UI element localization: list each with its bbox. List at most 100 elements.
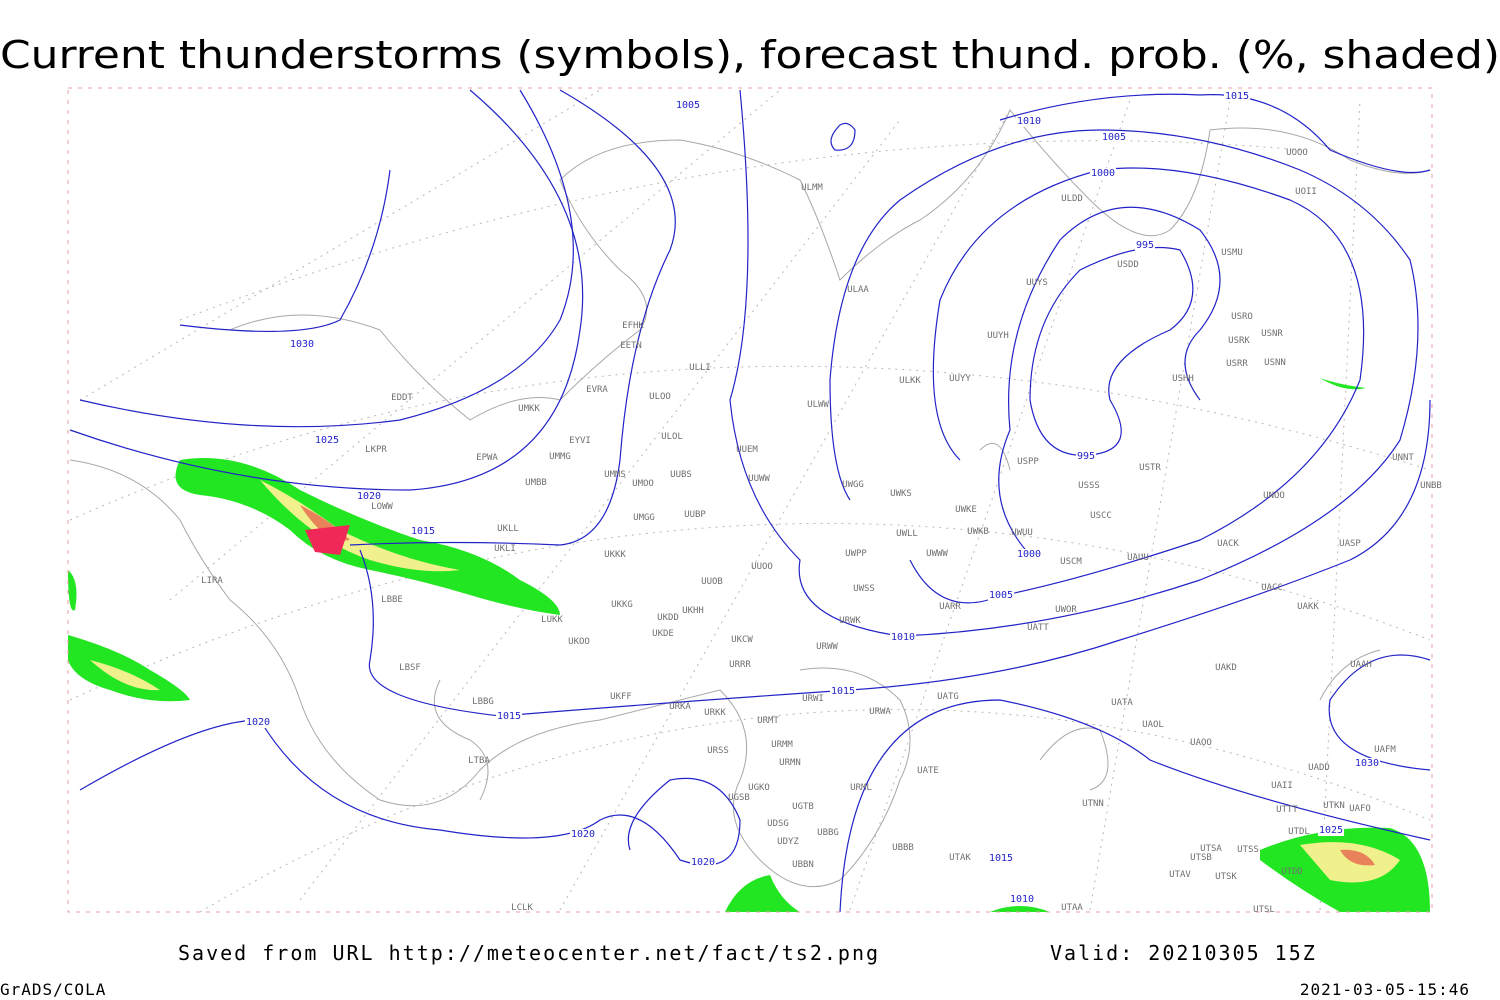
station-label: UTKN	[1323, 801, 1345, 811]
label-bg	[313, 435, 341, 446]
station-label: ULOO	[649, 392, 671, 402]
isobar	[909, 167, 1365, 604]
station-label: USTR	[1139, 463, 1161, 473]
station-label: URRR	[729, 660, 751, 670]
station-label: UUOO	[751, 562, 773, 572]
label-bg	[1015, 116, 1043, 127]
station-label: EDDT	[391, 393, 413, 403]
station-label: UOOO	[1286, 148, 1308, 158]
station-label: UKFF	[610, 692, 632, 702]
station-label: LKPR	[365, 445, 387, 455]
label-bg	[889, 632, 917, 643]
station-label: ULAA	[847, 285, 869, 295]
label-bg	[495, 711, 523, 722]
station-label: ULDD	[1061, 194, 1083, 204]
isobar	[359, 399, 1431, 717]
station-label: UACC	[1261, 583, 1283, 593]
station-label: UAII	[1271, 781, 1293, 791]
label-bg	[355, 491, 383, 502]
station-label: UNOO	[1263, 491, 1285, 501]
shade-low	[68, 635, 190, 702]
station-label: EPWA	[476, 453, 498, 463]
station-label: UOII	[1295, 187, 1317, 197]
station-label: UWSS	[853, 584, 875, 594]
station-label: UDYZ	[777, 837, 799, 847]
station-label: LBBG	[472, 697, 494, 707]
station-label: USPP	[1017, 457, 1039, 467]
isobar	[179, 169, 391, 332]
station-label: UWPP	[845, 549, 867, 559]
station-label: UAFM	[1374, 745, 1396, 755]
station-label: UWGG	[842, 480, 864, 490]
station-label: UWWW	[926, 549, 948, 559]
shade-high	[1340, 849, 1375, 866]
station-label: UWOR	[1055, 605, 1077, 615]
station-label: USNR	[1261, 329, 1283, 339]
station-label: URSS	[707, 746, 729, 756]
valid-time: Valid: 20210305 15Z	[1050, 941, 1317, 965]
shade-mid	[260, 480, 460, 572]
station-label: UATG	[937, 692, 959, 702]
station-label: UNBB	[1420, 481, 1442, 491]
isobar-label: 995	[1136, 240, 1154, 251]
station-label: UWKE	[955, 505, 977, 515]
isobar-label: 1020	[246, 717, 270, 728]
station-label: UDSG	[767, 819, 789, 829]
station-label: UGKO	[748, 783, 770, 793]
station-label: URKK	[704, 708, 726, 718]
station-label: UTSK	[1215, 872, 1237, 882]
station-label: USSS	[1078, 481, 1100, 491]
isobar-label: 1005	[676, 100, 700, 111]
station-label: LOWW	[371, 502, 393, 512]
isobar	[830, 122, 856, 151]
station-label: UKKK	[604, 550, 626, 560]
shade-low	[175, 458, 560, 615]
station-label: UAUU	[1127, 553, 1149, 563]
shading	[68, 378, 1430, 912]
station-label: UTSB	[1190, 853, 1212, 863]
station-label: USRO	[1231, 312, 1253, 322]
station-label: UKLI	[494, 544, 516, 554]
station-label: UTSL	[1253, 905, 1275, 915]
label-bg	[1134, 240, 1156, 251]
isobar	[999, 93, 1431, 174]
station-label: UUYS	[1026, 278, 1048, 288]
station-label: ULMM	[801, 183, 823, 193]
station-label: URMN	[779, 758, 801, 768]
station-label: UWUU	[1011, 528, 1033, 538]
label-bg	[689, 857, 717, 868]
isobar	[69, 89, 584, 491]
station-label: UMKK	[518, 404, 540, 414]
label-bg	[1008, 894, 1036, 905]
station-label: UMBB	[525, 478, 547, 488]
station-label: UTAA	[1061, 903, 1083, 913]
station-label: UUYY	[949, 374, 971, 384]
station-label: URMT	[757, 716, 779, 726]
station-label: UBBB	[892, 843, 914, 853]
station-label: ULLI	[689, 363, 711, 373]
label-bg	[1223, 91, 1251, 102]
station-label: UKCW	[731, 635, 753, 645]
station-label: URKA	[669, 702, 691, 712]
label-bg	[409, 526, 437, 537]
station-label: URML	[850, 783, 872, 793]
station-label: LBBE	[381, 595, 403, 605]
shade-mid	[90, 660, 160, 691]
station-label: UUYH	[987, 331, 1009, 341]
isobar-label: 1010	[1010, 894, 1034, 905]
isobar-label: 1025	[1319, 825, 1343, 836]
station-label: UAKD	[1215, 663, 1237, 673]
station-label: UAOL	[1142, 720, 1164, 730]
graticule-lines	[69, 89, 1431, 913]
isobar-label: 1005	[989, 590, 1013, 601]
source-url: Saved from URL http://meteocenter.net/fa…	[178, 941, 880, 965]
station-label: UKDD	[657, 613, 679, 623]
isobar-label: 1005	[1102, 132, 1126, 143]
isobar-label: 1020	[571, 829, 595, 840]
station-label: LTBA	[468, 756, 490, 766]
station-label: UBBG	[817, 828, 839, 838]
isobar-label: 1030	[1355, 758, 1379, 769]
label-bg	[829, 686, 857, 697]
station-label: USCM	[1060, 557, 1082, 567]
